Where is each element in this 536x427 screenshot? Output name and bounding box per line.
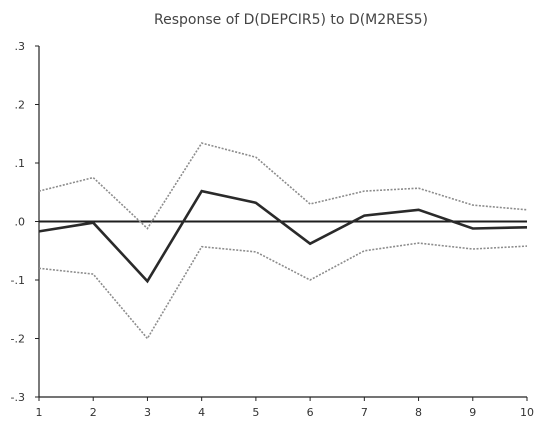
lower-band-line [38, 242, 528, 340]
y-tick-label: .2 [15, 99, 26, 112]
y-tick-label: .0 [15, 216, 26, 229]
x-tick-label: 10 [520, 406, 534, 419]
x-tick-label: 9 [469, 406, 476, 419]
response-line [38, 189, 528, 284]
y-tick-label: -.3 [11, 391, 25, 404]
x-tick-label: 1 [36, 406, 43, 419]
x-tick-label: 7 [361, 406, 368, 419]
x-tick-label: 5 [252, 406, 259, 419]
chart-title: Response of D(DEPCIR5) to D(M2RES5) [154, 12, 428, 28]
y-tick-label: -.2 [11, 333, 25, 346]
series-layer [38, 142, 528, 340]
upper-band-line [38, 142, 528, 230]
x-tick-label: 8 [415, 406, 422, 419]
y-tick-label: .3 [15, 40, 26, 53]
y-tick-label: .1 [15, 157, 26, 170]
x-tick-label: 2 [90, 406, 97, 419]
x-tick-label: 3 [144, 406, 151, 419]
y-tick-label: -.1 [11, 274, 25, 287]
x-tick-label: 4 [198, 406, 205, 419]
axes: .3 .2 .1 .0 -.1 -.2 -.3 1 2 3 4 5 6 7 8 9 10 [11, 40, 534, 419]
x-tick-label: 6 [307, 406, 314, 419]
